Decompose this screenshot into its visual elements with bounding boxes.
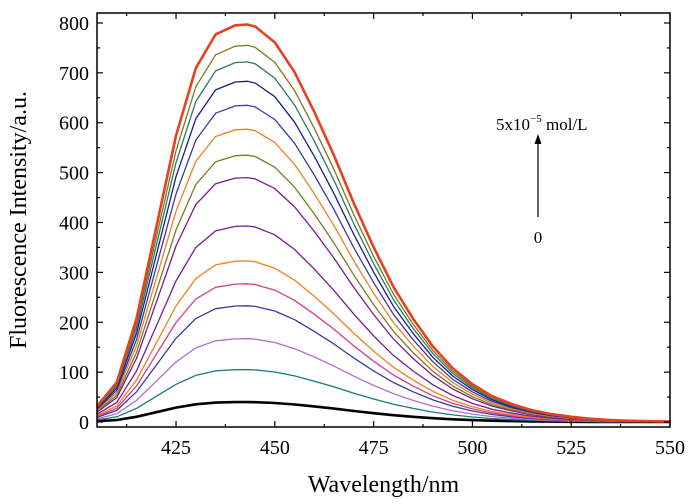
annotation-top: 5x10−5 mol/L [496,113,588,134]
y-tick-label-0: 0 [79,412,89,434]
spectrum-line-7 [96,225,671,423]
y-tick-label-500: 500 [59,163,89,185]
y-tick-label-800: 800 [59,13,89,35]
spectrum-line-3 [96,338,671,423]
annotation-bottom: 0 [534,228,543,247]
y-axis-label: Fluorescence Intensity/a.u. [6,91,32,349]
x-tick-label-550: 550 [655,437,685,459]
x-tick-label-450: 450 [260,437,290,459]
x-tick-label-425: 425 [161,437,191,459]
y-tick-label-700: 700 [59,63,89,85]
x-tick-label-475: 475 [359,437,389,459]
x-tick-label-525: 525 [556,437,586,459]
spectrum-line-4 [96,305,671,423]
annotation-arrow-head [534,134,542,144]
plot-frame [96,12,671,428]
spectrum-line-6 [96,260,671,423]
spectrum-line-14 [96,44,671,423]
spectrum-line-15 [96,23,671,423]
x-axis-label: Wavelength/nm [308,472,460,498]
concentration-annotation: 5x10−5 mol/L 0 [496,113,588,247]
y-tick-label-600: 600 [59,113,89,135]
y-tick-label-100: 100 [59,362,89,384]
y-tick-label-200: 200 [59,312,89,334]
spectrum-line-11 [96,104,671,423]
y-tick-label-300: 300 [59,262,89,284]
y-tick-label-400: 400 [59,212,89,234]
x-tick-label-500: 500 [457,437,487,459]
ticks-group: 425 450 475 500 525 550 0 100 200 300 400 500 600 700… [59,13,685,459]
spectra-group [96,23,671,424]
